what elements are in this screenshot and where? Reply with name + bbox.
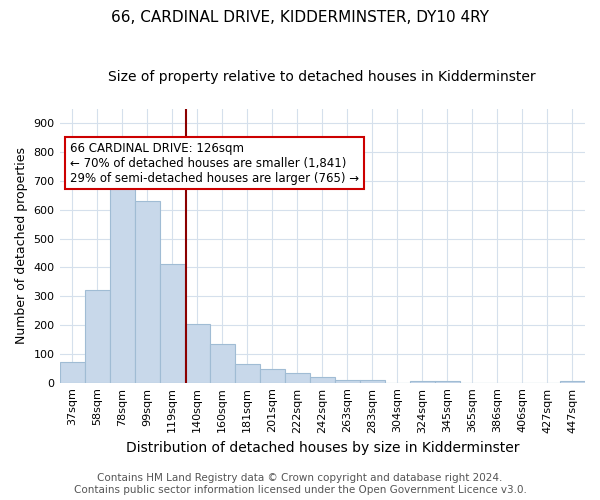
Bar [335,380,360,382]
Bar [235,364,260,382]
Text: 66, CARDINAL DRIVE, KIDDERMINSTER, DY10 4RY: 66, CARDINAL DRIVE, KIDDERMINSTER, DY10 … [111,10,489,25]
Bar [85,290,110,382]
Bar [59,362,85,382]
Bar [410,380,435,382]
Bar [560,380,585,382]
Bar [310,377,335,382]
Bar [160,264,185,382]
X-axis label: Distribution of detached houses by size in Kidderminster: Distribution of detached houses by size … [125,441,519,455]
Bar [185,324,209,382]
Text: Contains HM Land Registry data © Crown copyright and database right 2024.
Contai: Contains HM Land Registry data © Crown c… [74,474,526,495]
Text: 66 CARDINAL DRIVE: 126sqm
← 70% of detached houses are smaller (1,841)
29% of se: 66 CARDINAL DRIVE: 126sqm ← 70% of detac… [70,142,359,184]
Bar [134,201,160,382]
Y-axis label: Number of detached properties: Number of detached properties [15,147,28,344]
Bar [260,369,285,382]
Bar [435,381,460,382]
Bar [110,186,134,382]
Bar [285,374,310,382]
Title: Size of property relative to detached houses in Kidderminster: Size of property relative to detached ho… [109,70,536,84]
Bar [209,344,235,383]
Bar [360,380,385,382]
